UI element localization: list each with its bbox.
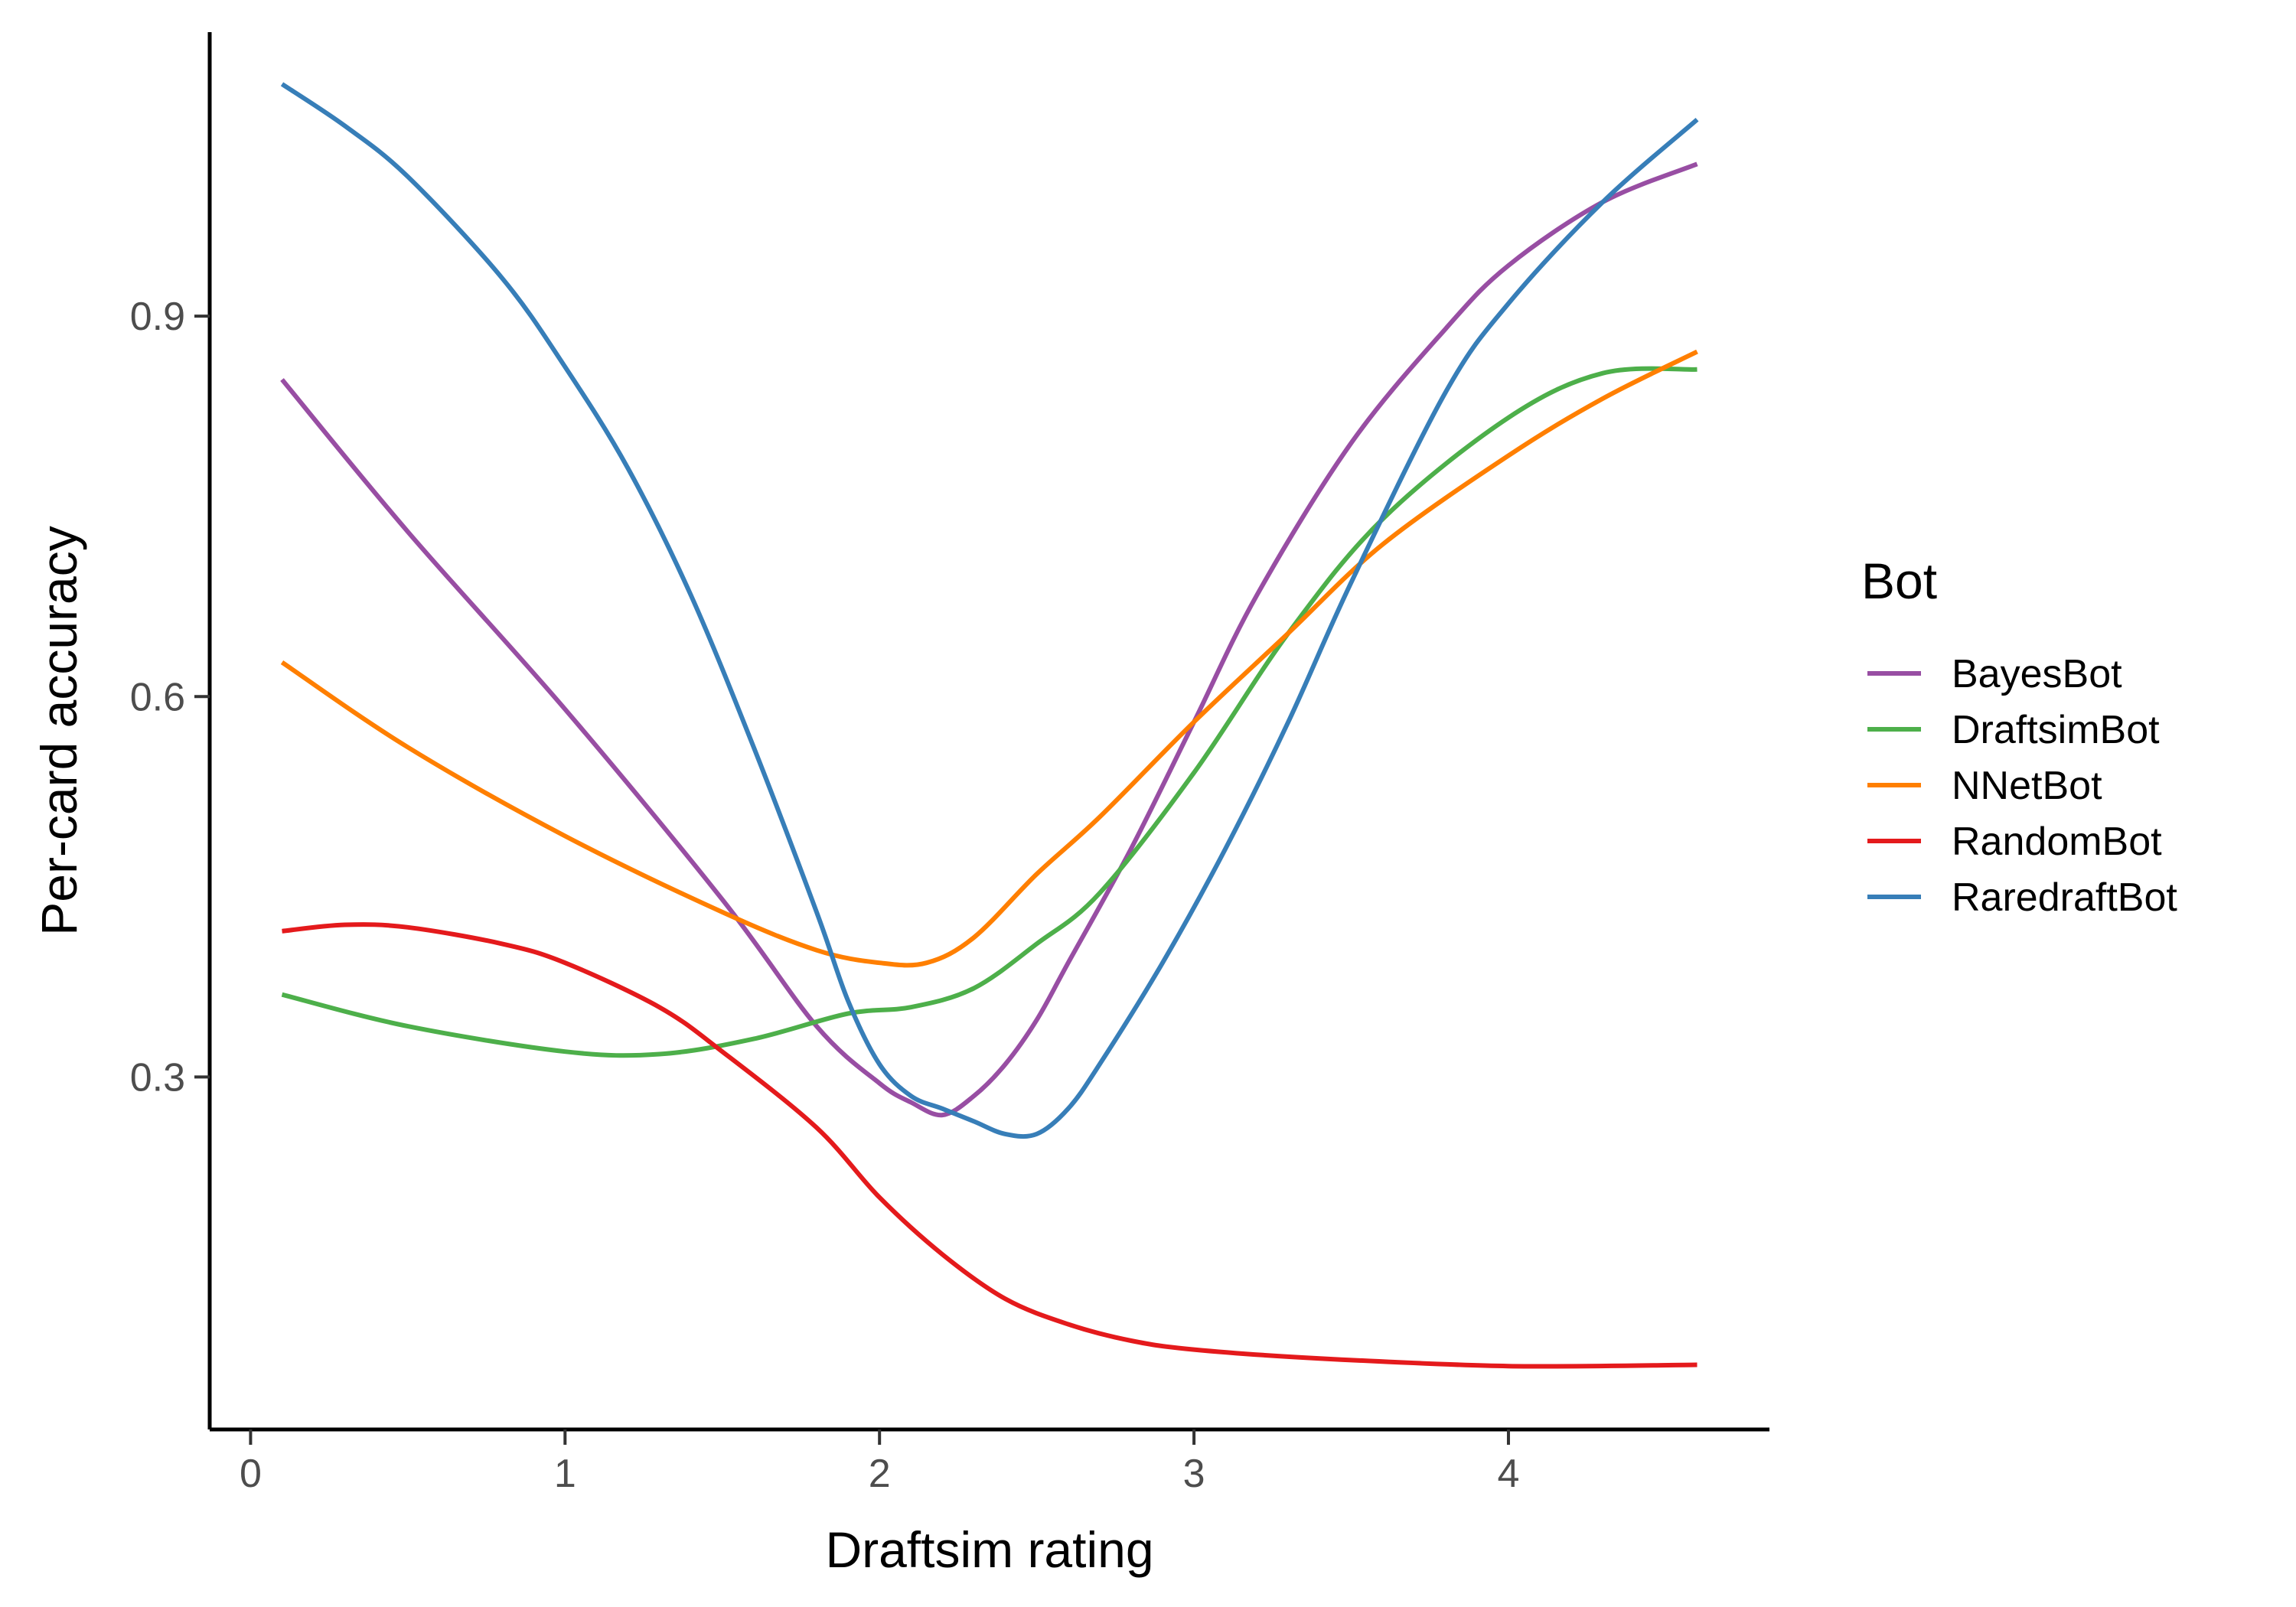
- x-axis-ticks: 0 1 2 3 4: [240, 1429, 1519, 1496]
- x-tick-label: 1: [554, 1452, 576, 1496]
- legend-label-bayesbot: BayesBot: [1952, 652, 2122, 696]
- x-tick-label: 4: [1498, 1452, 1520, 1496]
- series-line-raredraftbot: [280, 82, 1699, 1139]
- y-tick-label: 0.9: [130, 295, 185, 339]
- x-tick-label: 3: [1183, 1452, 1205, 1496]
- y-tick-label: 0.6: [130, 675, 185, 719]
- legend-label-raredraftbot: RaredraftBot: [1952, 875, 2177, 920]
- x-tick-label: 0: [240, 1452, 262, 1496]
- y-axis-title: Per-card accuracy: [31, 526, 87, 936]
- series-line-draftsimbot: [281, 366, 1698, 1058]
- legend-label-draftsimbot: DraftsimBot: [1952, 708, 2160, 752]
- legend-title: Bot: [1861, 553, 1937, 609]
- series-line-randombot: [282, 922, 1698, 1369]
- x-tick-label: 2: [869, 1452, 891, 1496]
- y-tick-label: 0.3: [130, 1055, 185, 1100]
- y-axis-ticks: 0.3 0.6 0.9: [130, 295, 210, 1100]
- legend-label-randombot: RandomBot: [1952, 820, 2162, 864]
- series-line-nnetbot: [280, 349, 1698, 968]
- x-axis-title: Draftsim rating: [825, 1521, 1153, 1578]
- series-lines: [280, 82, 1699, 1369]
- legend: Bot BayesBot DraftsimBot NNetBot RandomBot R…: [1861, 553, 2177, 920]
- series-line-bayesbot: [280, 161, 1698, 1118]
- legend-label-nnetbot: NNetBot: [1952, 764, 2102, 808]
